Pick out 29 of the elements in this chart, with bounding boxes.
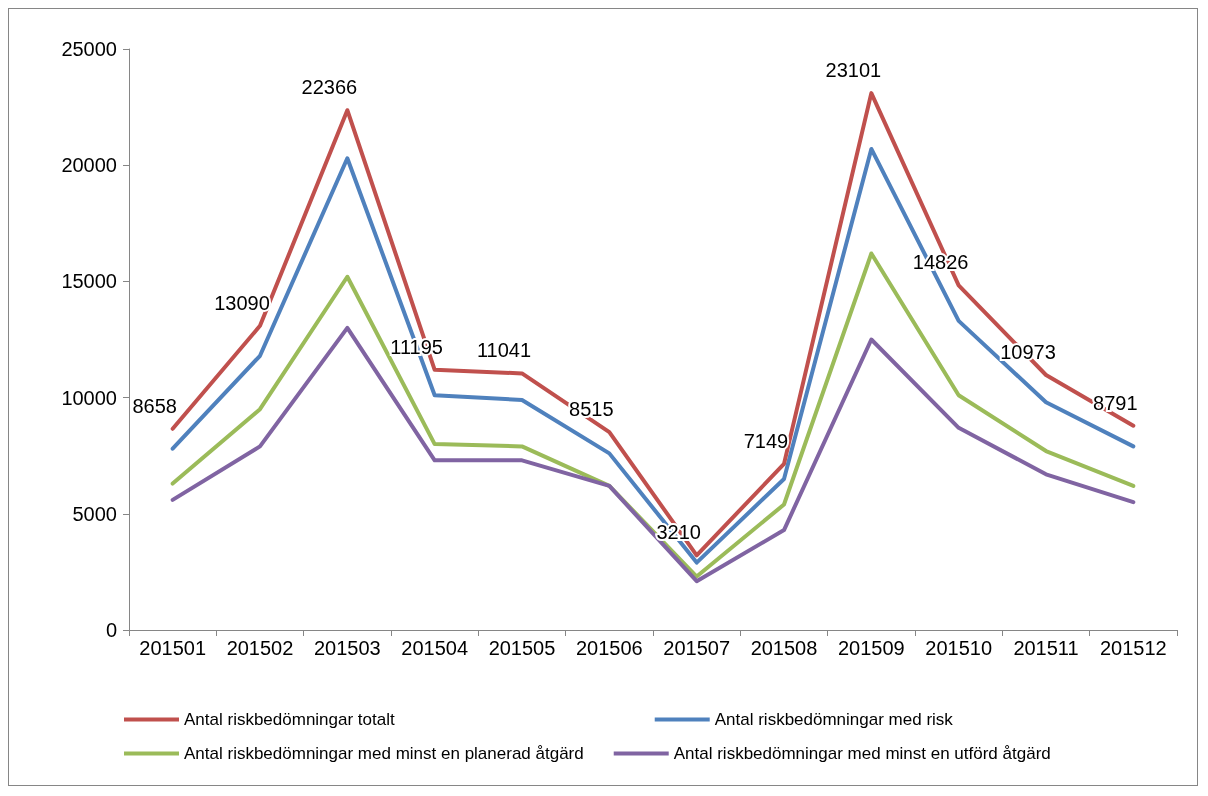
- legend-label: Antal riskbedömningar totalt: [184, 710, 395, 729]
- x-tick-label: 201504: [401, 637, 469, 659]
- data-label: 8658: [132, 394, 177, 417]
- x-tick-label: 201509: [837, 637, 905, 659]
- data-label: 23101: [825, 59, 882, 82]
- data-label: 22366: [301, 76, 358, 99]
- x-tick-label: 201501: [139, 637, 207, 659]
- x-tick-label: 201506: [575, 637, 643, 659]
- legend-label: Antal riskbedömningar med minst en utförd åtgärd: [673, 744, 1051, 763]
- x-tick-label: 201503: [313, 637, 381, 659]
- x-tick-label: 201507: [663, 637, 731, 659]
- x-tick-label: 201510: [925, 637, 993, 659]
- legend-label: Antal riskbedömningar med risk: [714, 710, 954, 729]
- x-tick-label: 201502: [226, 637, 294, 659]
- y-tick-label: 25000: [61, 38, 117, 60]
- x-tick-label: 201508: [750, 637, 818, 659]
- y-tick-label: 0: [105, 619, 117, 641]
- legend-label: Antal riskbedömningar med minst en planerad åtgärd: [184, 744, 584, 763]
- x-tick-label: 201512: [1099, 637, 1167, 659]
- x-tick-label: 201511: [1013, 637, 1079, 659]
- data-label: 13090: [214, 291, 270, 314]
- data-label: 8791: [1093, 391, 1138, 414]
- data-label: 11041: [476, 339, 532, 362]
- y-tick-label: 20000: [61, 154, 117, 177]
- y-tick-label: 15000: [61, 270, 117, 293]
- data-label: 7149: [743, 429, 789, 452]
- y-tick-label: 10000: [61, 386, 117, 409]
- y-tick-label: 5000: [72, 502, 117, 525]
- x-tick-label: 201505: [488, 637, 556, 659]
